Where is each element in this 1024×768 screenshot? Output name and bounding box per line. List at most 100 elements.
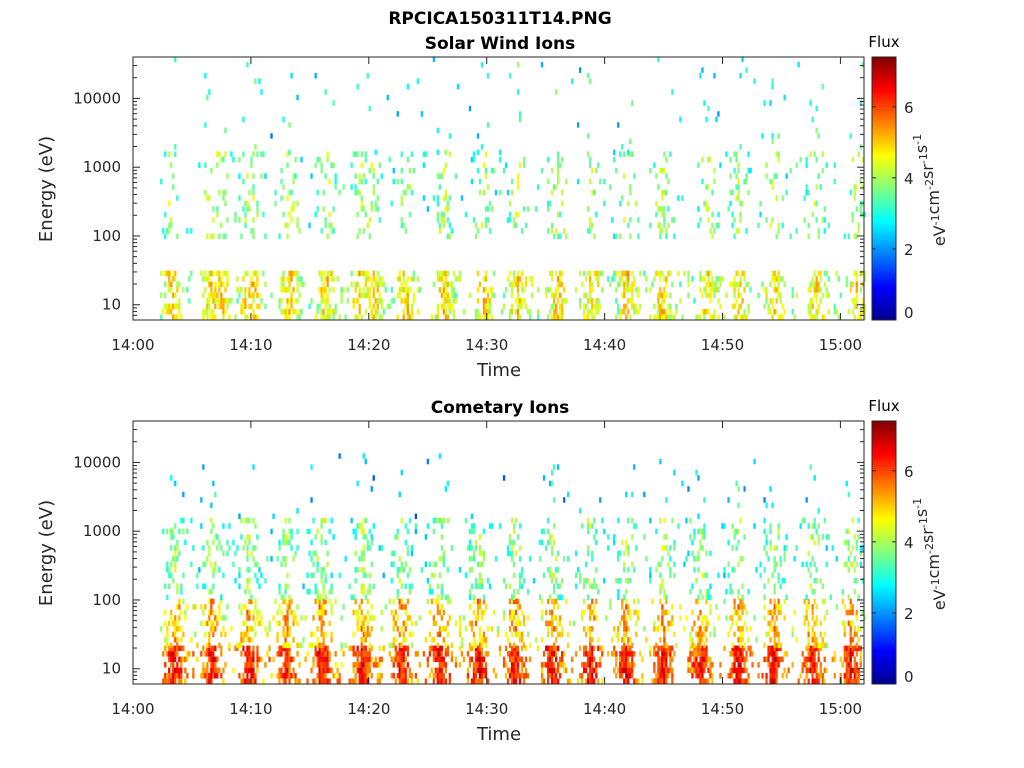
spectrogram-cell — [627, 662, 630, 668]
x-tick-label: 14:50 — [701, 336, 744, 354]
spectrogram-cell — [174, 561, 177, 568]
spectrogram-cell — [212, 292, 215, 299]
spectrogram-cell — [434, 667, 437, 674]
spectrogram-cell — [206, 662, 209, 668]
spectrogram-cell — [508, 281, 512, 288]
spectrogram-cell — [681, 314, 684, 320]
spectrogram-cell — [557, 151, 560, 157]
spectrogram-cell — [508, 651, 512, 657]
spectrogram-cell — [631, 151, 634, 157]
spectrogram-cell — [402, 678, 405, 684]
spectrogram-cell — [446, 631, 449, 638]
spectrogram-cell — [757, 673, 760, 679]
spectrogram-cell — [484, 276, 488, 282]
spectrogram-cell — [733, 662, 736, 668]
spectrogram-cell — [549, 662, 552, 668]
spectrogram-cell — [472, 631, 476, 638]
spectrogram-cell — [763, 567, 766, 573]
spectrogram-cell — [334, 673, 337, 679]
spectrogram-cell — [593, 303, 596, 310]
spectrogram-cell — [364, 651, 367, 657]
spectrogram-cell — [661, 578, 664, 584]
spectrogram-cell — [398, 678, 401, 684]
spectrogram-cell — [795, 162, 798, 168]
spectrogram-cell — [368, 167, 371, 174]
spectrogram-cell — [366, 539, 369, 546]
spectrogram-cell — [555, 556, 558, 562]
spectrogram-cell — [643, 491, 646, 498]
spectrogram-cell — [416, 678, 419, 684]
spectrogram-cell — [851, 517, 854, 524]
spectrogram-cell — [769, 545, 772, 551]
spectrogram-cell — [532, 578, 536, 584]
spectrogram-cell — [773, 631, 776, 638]
spectrogram-cell — [172, 292, 175, 299]
spectrogram-cell — [559, 620, 562, 627]
spectrogram-cell — [408, 589, 411, 595]
spectrogram-cell — [683, 561, 686, 568]
spectrogram-cell — [559, 233, 562, 240]
spectrogram-cell — [280, 178, 283, 185]
spectrogram-cell — [374, 200, 377, 207]
spectrogram-cell — [693, 651, 696, 657]
spectrogram-cell — [256, 303, 259, 310]
spectrogram-cell — [583, 667, 586, 674]
spectrogram-cell — [691, 651, 694, 657]
spectrogram-cell — [699, 656, 702, 663]
spectrogram-cell — [292, 637, 295, 643]
spectrogram-cell — [182, 572, 185, 579]
spectrogram-cell — [356, 314, 359, 320]
spectrogram-cell — [372, 270, 375, 277]
spectrogram-cell — [737, 189, 740, 196]
spectrogram-cell — [284, 673, 287, 679]
spectrogram-cell — [318, 673, 321, 679]
spectrogram-cell — [669, 656, 672, 663]
spectrogram-cell — [518, 523, 522, 529]
spectrogram-cell — [282, 276, 285, 282]
spectrogram-cell — [480, 615, 484, 621]
spectrogram-cell — [735, 620, 738, 627]
spectrogram-cell — [801, 561, 804, 568]
spectrogram-cell — [362, 651, 365, 657]
spectrogram-cell — [246, 631, 249, 638]
spectrogram-cell — [847, 678, 850, 684]
spectrogram-cell — [178, 309, 181, 315]
spectrogram-cell — [482, 276, 486, 282]
spectrogram-cell — [456, 83, 460, 90]
spectrogram-cell — [667, 314, 670, 320]
spectrogram-cell — [673, 233, 676, 240]
spectrogram-cell — [316, 309, 319, 315]
spectrogram-cell — [857, 222, 860, 229]
spectrogram-cell — [436, 604, 439, 610]
spectrogram-cell — [364, 662, 367, 668]
spectrogram-cell — [444, 309, 447, 315]
spectrogram-cell — [394, 678, 397, 684]
spectrogram-cell — [759, 572, 762, 579]
spectrogram-cell — [769, 178, 772, 185]
spectrogram-cell — [575, 583, 578, 589]
spectrogram-cell — [322, 642, 325, 649]
spectrogram-cell — [661, 211, 664, 218]
spectrogram-cell — [516, 281, 520, 288]
spectrogram-cell — [667, 620, 670, 627]
spectrogram-cell — [330, 162, 333, 168]
spectrogram-cell — [328, 309, 331, 315]
spectrogram-cell — [665, 598, 668, 605]
spectrogram-cell — [737, 309, 740, 315]
spectrogram-cell — [216, 162, 219, 168]
spectrogram-cell — [631, 656, 634, 663]
spectrogram-cell — [430, 637, 433, 643]
spectrogram-cell — [278, 583, 281, 589]
spectrogram-cell — [174, 567, 177, 573]
spectrogram-cell — [705, 206, 708, 212]
spectrogram-cell — [476, 667, 480, 674]
spectrogram-cell — [438, 453, 441, 459]
spectrogram-cell — [619, 667, 622, 674]
spectrogram-cell — [589, 276, 592, 282]
spectrogram-cell — [516, 178, 520, 185]
spectrogram-cell — [737, 656, 740, 663]
spectrogram-cell — [388, 303, 391, 310]
spectrogram-cell — [332, 228, 335, 234]
spectrogram-cell — [551, 545, 554, 551]
spectrogram-cell — [589, 287, 592, 293]
